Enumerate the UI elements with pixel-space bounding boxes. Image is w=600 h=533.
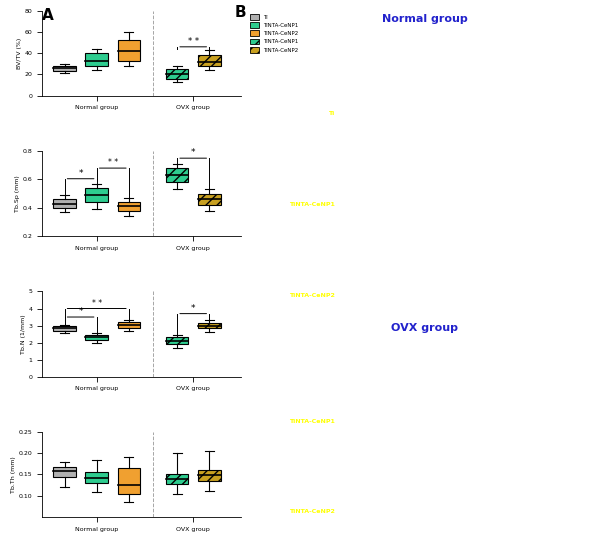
Text: *: * xyxy=(191,148,196,157)
Text: Ti: Ti xyxy=(329,111,335,116)
Text: Normal group: Normal group xyxy=(382,14,467,25)
FancyBboxPatch shape xyxy=(85,188,108,202)
Text: * *: * * xyxy=(92,298,102,308)
Y-axis label: Tb.Sp (mm): Tb.Sp (mm) xyxy=(14,175,20,212)
FancyBboxPatch shape xyxy=(198,470,221,481)
FancyBboxPatch shape xyxy=(118,468,140,494)
FancyBboxPatch shape xyxy=(85,472,108,483)
Text: B: B xyxy=(235,5,246,20)
Y-axis label: BV/TV (%): BV/TV (%) xyxy=(17,38,22,69)
Text: * *: * * xyxy=(188,37,199,46)
Text: TiNTA-CeNP2: TiNTA-CeNP2 xyxy=(289,294,335,298)
FancyBboxPatch shape xyxy=(118,41,140,61)
FancyBboxPatch shape xyxy=(118,322,140,328)
Text: TiNTA-CeNP2: TiNTA-CeNP2 xyxy=(289,508,335,513)
FancyBboxPatch shape xyxy=(198,323,221,328)
FancyBboxPatch shape xyxy=(53,326,76,330)
FancyBboxPatch shape xyxy=(166,474,188,484)
Text: TiNTA-CeNP1: TiNTA-CeNP1 xyxy=(289,202,335,207)
Text: A: A xyxy=(42,8,54,23)
FancyBboxPatch shape xyxy=(118,202,140,211)
FancyBboxPatch shape xyxy=(85,335,108,340)
Text: TiNTA-CeNP1: TiNTA-CeNP1 xyxy=(289,419,335,424)
FancyBboxPatch shape xyxy=(198,55,221,66)
Legend: Ti, TiNTA-CeNP1, TiNTA-CeNP2, TiNTA-CeNP1, TiNTA-CeNP2: Ti, TiNTA-CeNP1, TiNTA-CeNP2, TiNTA-CeNP… xyxy=(248,12,301,55)
Text: *: * xyxy=(79,169,83,178)
FancyBboxPatch shape xyxy=(198,193,221,205)
FancyBboxPatch shape xyxy=(53,66,76,71)
Text: *: * xyxy=(191,304,196,313)
FancyBboxPatch shape xyxy=(166,69,188,79)
Text: * *: * * xyxy=(108,158,118,167)
FancyBboxPatch shape xyxy=(53,467,76,477)
FancyBboxPatch shape xyxy=(53,199,76,208)
FancyBboxPatch shape xyxy=(85,53,108,66)
Y-axis label: Tb.N (1/mm): Tb.N (1/mm) xyxy=(20,314,26,354)
Text: *: * xyxy=(79,307,83,316)
FancyBboxPatch shape xyxy=(166,337,188,344)
Y-axis label: Tb.Th (mm): Tb.Th (mm) xyxy=(11,456,16,493)
FancyBboxPatch shape xyxy=(166,168,188,182)
Text: OVX group: OVX group xyxy=(391,322,458,333)
